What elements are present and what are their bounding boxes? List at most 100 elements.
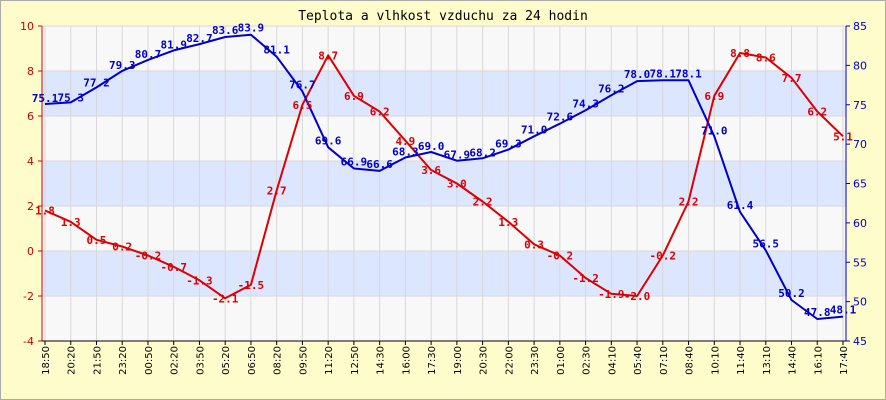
x-tick-label: 02:30 — [582, 346, 593, 375]
temperature-label: -0.7 — [160, 261, 187, 274]
temperature-label: 4.9 — [395, 135, 415, 148]
data-labels: 1.81.30.50.2-0.2-0.7-1.3-2.1-1.52.76.58.… — [32, 22, 857, 319]
humidity-label: 69.6 — [315, 134, 342, 147]
humidity-label: 75.3 — [57, 91, 84, 104]
x-tick-label: 01:00 — [556, 346, 567, 375]
x-tick-label: 03:50 — [195, 346, 206, 375]
axes: -4 -2 0 2 4 6 8 10 45 50 55 60 65 70 75 80 85 18:50 20:20 2… — [20, 20, 867, 375]
right-tick-label: 85 — [853, 20, 867, 33]
plot-band — [42, 206, 846, 251]
humidity-line — [44, 33, 844, 320]
temperature-label: -1.5 — [238, 279, 265, 292]
temperature-label: 1.8 — [35, 205, 55, 218]
temperature-label: 8.7 — [318, 49, 338, 62]
humidity-label: 75.1 — [32, 92, 59, 105]
temperature-label: 8.6 — [756, 52, 776, 65]
series-lines — [44, 33, 844, 320]
right-tick-label: 55 — [853, 256, 867, 269]
temperature-label: 0.5 — [87, 234, 107, 247]
humidity-label: 76.7 — [289, 78, 316, 91]
x-tick-label: 23:20 — [118, 346, 129, 375]
left-tick-label: -2 — [23, 290, 34, 303]
temperature-label: -0.2 — [650, 250, 677, 263]
left-tick-label: 0 — [27, 245, 34, 258]
plot-bands — [42, 26, 846, 341]
plot-band — [42, 116, 846, 161]
temperature-label: 3.0 — [447, 178, 467, 191]
x-tick-label: 23:30 — [530, 346, 541, 375]
humidity-label: 81.1 — [263, 44, 290, 57]
humidity-label: 77.2 — [83, 76, 110, 89]
x-tick-label: 14:40 — [788, 346, 799, 375]
humidity-label: 78.0 — [624, 68, 651, 81]
temperature-label: 6.5 — [292, 99, 312, 112]
right-tick-label: 60 — [853, 217, 867, 230]
left-tick-label: 10 — [20, 20, 34, 33]
temperature-label: 0.2 — [112, 241, 132, 254]
plot-band — [42, 161, 846, 206]
humidity-label: 83.9 — [238, 22, 265, 35]
humidity-label: 78.1 — [650, 67, 677, 80]
humidity-label: 74.3 — [572, 97, 599, 110]
humidity-label: 80.7 — [135, 48, 162, 61]
plot-band — [42, 26, 846, 71]
x-tick-label: 12:50 — [350, 346, 361, 375]
humidity-label: 69.3 — [495, 138, 522, 151]
x-tick-label: 05:20 — [221, 346, 232, 375]
left-tick-label: 6 — [27, 110, 34, 123]
temperature-label: 6.9 — [704, 90, 724, 103]
x-tick-label: 20:30 — [479, 346, 490, 375]
humidity-label: 79.3 — [109, 59, 136, 72]
right-tick-label: 80 — [853, 59, 867, 72]
x-tick-label: 08:20 — [273, 346, 284, 375]
x-tick-label: 17:40 — [839, 346, 850, 375]
plot-band — [42, 296, 846, 341]
x-tick-label: 16:10 — [813, 346, 824, 375]
x-tick-label: 02:20 — [170, 346, 181, 375]
temperature-label: -2.1 — [212, 292, 239, 305]
x-tick-label: 05:40 — [633, 346, 644, 375]
x-tick-label: 07:10 — [659, 346, 670, 375]
x-tick-label: 19:00 — [453, 346, 464, 375]
temperature-label: -1.2 — [572, 272, 599, 285]
temperature-label: 8.8 — [730, 47, 750, 60]
humidity-label: 71.0 — [521, 123, 548, 136]
temperature-line — [44, 52, 844, 300]
temperature-label: 0.3 — [524, 238, 544, 251]
temperature-label: 1.3 — [61, 216, 81, 229]
humidity-label: 76.2 — [598, 82, 625, 95]
humidity-label: 67.9 — [444, 149, 471, 162]
grid-lines — [42, 25, 846, 342]
temperature-label: 2.7 — [267, 184, 287, 197]
temperature-label: -0.2 — [547, 250, 574, 263]
x-tick-label: 17:30 — [427, 346, 438, 375]
temperature-label: 2.2 — [679, 196, 699, 209]
x-tick-label: 20:20 — [67, 346, 78, 375]
x-tick-label: 11:40 — [736, 346, 747, 375]
x-tick-label: 06:50 — [247, 346, 258, 375]
humidity-label: 71.0 — [701, 124, 728, 137]
left-tick-label: 2 — [27, 200, 34, 213]
x-tick-label: 10:10 — [710, 346, 721, 375]
humidity-label: 56.5 — [753, 237, 780, 250]
humidity-label: 50.2 — [778, 287, 805, 300]
right-tick-label: 75 — [853, 99, 867, 112]
plot-band — [42, 251, 846, 296]
chart-title: Teplota a vlhkost vzduchu za 24 hodin — [298, 9, 588, 24]
humidity-label: 66.6 — [366, 158, 393, 171]
right-tick-label: 45 — [853, 335, 867, 348]
humidity-label: 81.9 — [160, 38, 187, 51]
x-tick-label: 18:50 — [41, 346, 52, 375]
humidity-label: 82.7 — [186, 32, 213, 45]
humidity-label: 47.8 — [804, 306, 831, 319]
temperature-label: 2.2 — [473, 196, 493, 209]
x-tick-label: 16:00 — [401, 346, 412, 375]
x-tick-label: 00:50 — [144, 346, 155, 375]
humidity-label: 78.1 — [675, 67, 702, 80]
humidity-label: 72.6 — [547, 111, 574, 124]
x-tick-label: 14:30 — [376, 346, 387, 375]
x-tick-label: 13:10 — [762, 346, 773, 375]
x-tick-label: 04:10 — [607, 346, 618, 375]
